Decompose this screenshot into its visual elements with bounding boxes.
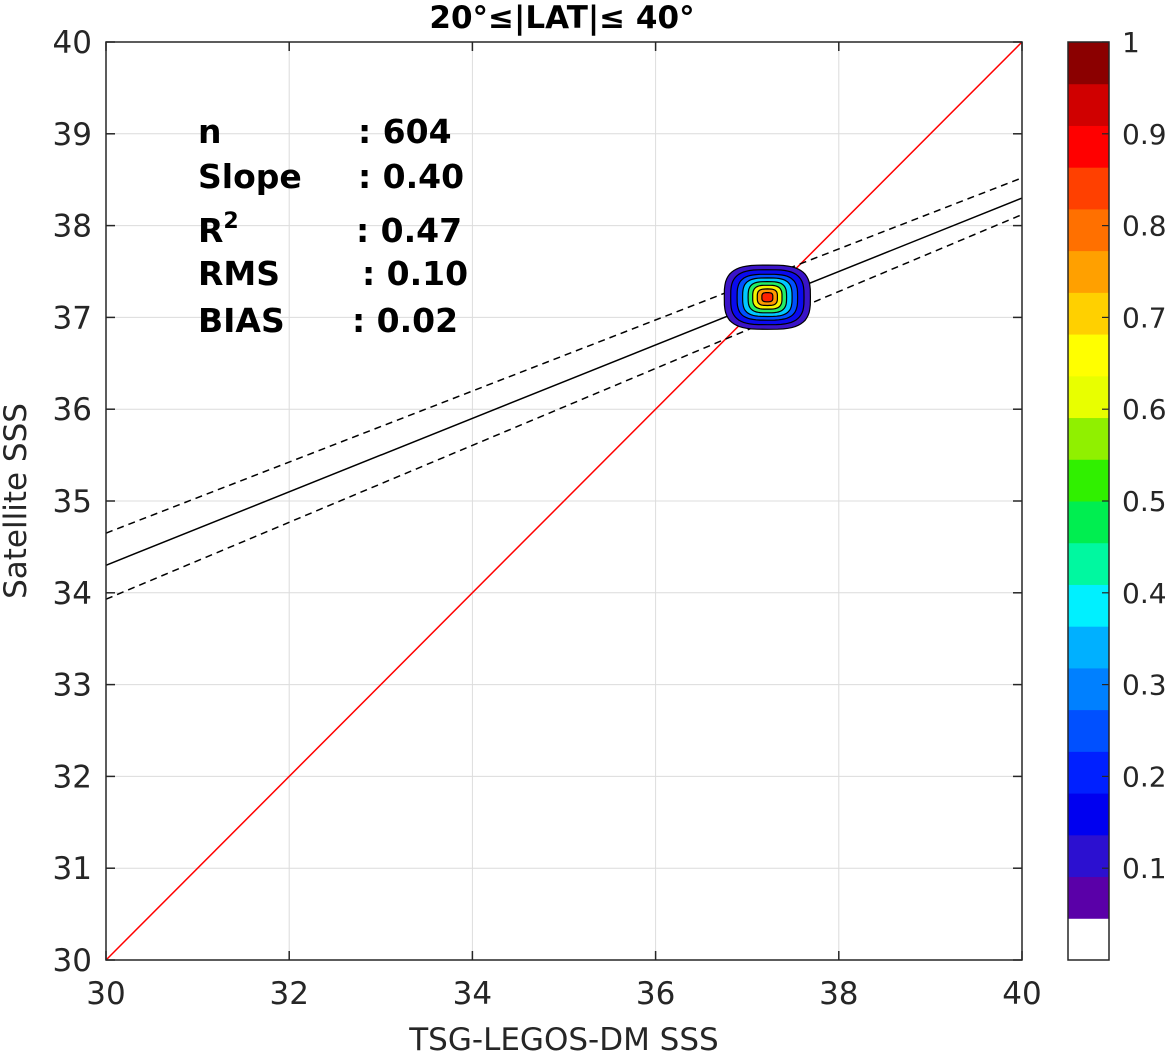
axis-ticks: 30 32 34 36 38 40 30 31 32 33 34 35 36 37 38 39 40 bbox=[53, 25, 1042, 1012]
stat-label: Slope bbox=[198, 157, 302, 196]
fit-line bbox=[106, 197, 1022, 566]
colorbar-segment bbox=[1068, 417, 1109, 460]
x-axis-label: TSG-LEGOS-DM SSS bbox=[408, 1022, 718, 1055]
y-tick-label: 33 bbox=[53, 668, 92, 704]
colorbar-segment bbox=[1068, 42, 1109, 85]
y-tick-label: 39 bbox=[53, 117, 92, 153]
y-tick-label: 31 bbox=[53, 851, 92, 887]
colorbar-tick-label: 0.3 bbox=[1122, 669, 1167, 702]
colorbar-tick-label: 0.9 bbox=[1122, 118, 1167, 151]
chart-title: 20°≤|LAT|≤ 40° bbox=[429, 0, 694, 36]
stat-value: : 0.47 bbox=[356, 211, 462, 250]
colorbar-segment bbox=[1068, 626, 1109, 669]
y-tick-label: 36 bbox=[53, 392, 92, 428]
x-tick-label: 36 bbox=[636, 976, 675, 1012]
stat-label: BIAS bbox=[198, 301, 285, 340]
density-contours bbox=[723, 264, 812, 330]
colorbar-segment bbox=[1068, 83, 1109, 126]
colorbar-segment bbox=[1068, 793, 1109, 836]
colorbar-segment bbox=[1068, 542, 1109, 585]
y-tick-label: 32 bbox=[53, 759, 92, 795]
colorbar-segment bbox=[1068, 667, 1109, 711]
stat-label: RMS bbox=[198, 254, 280, 293]
colorbar-segment bbox=[1068, 709, 1109, 752]
y-axis-label: Satellite SSS bbox=[0, 403, 34, 599]
stat-value: : 0.40 bbox=[358, 157, 464, 196]
colorbar-tick-label: 0.6 bbox=[1122, 393, 1167, 426]
colorbar-segment bbox=[1068, 459, 1109, 502]
x-tick-label: 30 bbox=[86, 976, 125, 1012]
identity-line bbox=[106, 42, 1022, 960]
colorbar-tick-label: 0.2 bbox=[1122, 760, 1167, 793]
colorbar-tick-label: 0.4 bbox=[1122, 577, 1167, 610]
stat-value: : 604 bbox=[358, 112, 452, 151]
density-contour-level bbox=[761, 292, 774, 303]
stat-value: : 0.02 bbox=[352, 301, 458, 340]
x-tick-label: 38 bbox=[819, 976, 858, 1012]
colorbar-segment bbox=[1068, 167, 1109, 210]
y-tick-label: 30 bbox=[53, 943, 92, 979]
colorbar-segment bbox=[1068, 208, 1109, 252]
colorbar-segment bbox=[1068, 876, 1109, 919]
x-tick-label: 40 bbox=[1002, 976, 1041, 1012]
colorbar-tick-label: 0.8 bbox=[1122, 210, 1167, 243]
y-tick-label: 34 bbox=[53, 576, 92, 612]
colorbar-segment bbox=[1068, 250, 1109, 293]
y-tick-label: 40 bbox=[53, 25, 92, 61]
lines-layer bbox=[106, 42, 1022, 960]
colorbar-segment bbox=[1068, 584, 1109, 627]
stat-value: : 0.10 bbox=[362, 254, 468, 293]
y-tick-label: 35 bbox=[53, 484, 92, 520]
x-tick-label: 34 bbox=[453, 976, 492, 1012]
colorbar-segment bbox=[1068, 292, 1109, 335]
colorbar-segment bbox=[1068, 918, 1109, 961]
colorbar-tick-label: 0.1 bbox=[1122, 852, 1167, 885]
colorbar-tick-label: 1 bbox=[1122, 26, 1140, 59]
colorbar-tick-label: 0.7 bbox=[1122, 301, 1167, 334]
colorbar-segment bbox=[1068, 334, 1109, 377]
fit-lower-bound-line bbox=[106, 213, 1022, 600]
plot-area bbox=[106, 42, 1022, 960]
colorbar-segment bbox=[1068, 751, 1109, 794]
colorbar-segment bbox=[1068, 501, 1109, 544]
stat-label: n bbox=[198, 112, 222, 151]
colorbar-segment bbox=[1068, 834, 1109, 878]
colorbar-segment bbox=[1068, 125, 1109, 168]
colorbar-segment bbox=[1068, 375, 1109, 419]
y-tick-label: 38 bbox=[53, 209, 92, 245]
colorbar-tick-label: 0.5 bbox=[1122, 485, 1167, 518]
colorbar: 0.1 0.2 0.3 0.4 0.5 0.6 0.7 0.8 0.9 1 bbox=[1067, 26, 1167, 961]
x-tick-label: 32 bbox=[269, 976, 308, 1012]
y-tick-label: 37 bbox=[53, 300, 92, 336]
fit-upper-bound-line bbox=[106, 177, 1022, 534]
